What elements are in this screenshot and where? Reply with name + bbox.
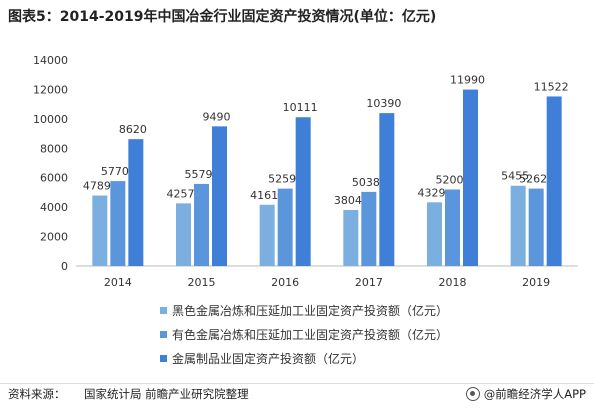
data-label: 9490 — [203, 110, 231, 123]
bar — [128, 139, 144, 266]
bar — [176, 203, 191, 266]
x-tick-label: 2014 — [104, 276, 132, 289]
data-label: 5259 — [268, 173, 296, 186]
y-tick-label: 0 — [61, 260, 68, 273]
bar — [510, 185, 526, 266]
x-axis: 2014 2015 2016 2017 2018 2019 — [76, 265, 578, 289]
value-labels: 4789 5770 8620 4257 5579 9490 4161 5259 10111 380… — [83, 74, 569, 207]
legend: 黑色金属冶炼和压延加工业固定资产投资额（亿元） 有色金属冶炼和压延加工业固定资产… — [160, 298, 560, 370]
legend-label: 金属制品业固定资产投资额（亿元） — [172, 351, 365, 366]
brand-logo-icon — [465, 387, 480, 401]
bar — [295, 117, 311, 267]
y-tick-label: 2000 — [40, 231, 68, 244]
x-tick-label: 2017 — [355, 276, 383, 289]
source-label: 资料来源： — [8, 387, 66, 401]
y-tick-label: 6000 — [40, 172, 68, 185]
data-label: 4329 — [418, 186, 446, 199]
legend-label: 有色金属冶炼和压延加工业固定资产投资额（亿元） — [172, 327, 449, 342]
bar — [343, 210, 359, 266]
data-label: 8620 — [119, 123, 147, 136]
data-label: 5038 — [352, 176, 380, 189]
legend-swatch — [160, 354, 167, 362]
bar — [361, 191, 377, 266]
x-tick-label: 2016 — [271, 276, 299, 289]
legend-label: 黑色金属冶炼和压延加工业固定资产投资额（亿元） — [172, 303, 449, 318]
data-label: 4161 — [250, 189, 278, 202]
y-tick-label: 14000 — [33, 54, 68, 67]
x-tick-label: 2018 — [439, 276, 467, 289]
legend-item: 金属制品业固定资产投资额（亿元） — [160, 346, 560, 370]
bar — [277, 188, 293, 266]
legend-swatch — [160, 330, 167, 338]
y-tick-label: 8000 — [40, 142, 68, 155]
y-tick-label: 12000 — [33, 83, 68, 96]
bars — [92, 89, 562, 267]
bar — [379, 113, 395, 267]
source-text: 国家统计局 前瞻产业研究院整理 — [84, 387, 249, 401]
bar — [445, 189, 460, 266]
bar — [259, 204, 275, 266]
bar — [110, 181, 126, 266]
data-label: 11522 — [534, 80, 569, 93]
legend-swatch — [160, 306, 167, 314]
data-label: 10390 — [366, 97, 401, 110]
data-label: 5579 — [185, 168, 213, 181]
data-label: 4789 — [83, 180, 111, 193]
data-label: 3804 — [334, 194, 362, 207]
bar — [463, 89, 478, 266]
y-tick-label: 4000 — [40, 201, 68, 214]
data-label: 11990 — [450, 74, 485, 87]
bar — [212, 126, 227, 267]
data-label: 5770 — [101, 165, 129, 178]
legend-item: 黑色金属冶炼和压延加工业固定资产投资额（亿元） — [160, 298, 560, 322]
chart-title: 图表5：2014-2019年中国冶金行业固定资产投资情况(单位：亿元) — [8, 9, 437, 25]
legend-item: 有色金属冶炼和压延加工业固定资产投资额（亿元） — [160, 322, 560, 346]
bar — [546, 96, 562, 266]
y-axis: 0 2000 4000 6000 8000 10000 12000 14000 — [33, 54, 68, 273]
y-tick-label: 10000 — [33, 113, 68, 126]
bar — [194, 183, 209, 266]
data-label: 10111 — [283, 101, 318, 114]
bar — [427, 202, 442, 266]
data-label: 5200 — [436, 173, 464, 186]
brand-label: @前瞻经济学人APP — [483, 387, 586, 401]
brand: @前瞻经济学人APP — [465, 386, 586, 402]
footer-divider — [0, 383, 594, 384]
x-tick-label: 2019 — [522, 276, 550, 289]
data-label: 4257 — [167, 187, 195, 200]
data-label: 5262 — [519, 173, 547, 186]
data-label: 5455 — [501, 170, 529, 183]
x-tick-label: 2015 — [188, 276, 216, 289]
footer: 资料来源： 国家统计局 前瞻产业研究院整理 @前瞻经济学人APP — [8, 386, 588, 408]
bar — [528, 188, 544, 266]
bar — [92, 195, 108, 266]
